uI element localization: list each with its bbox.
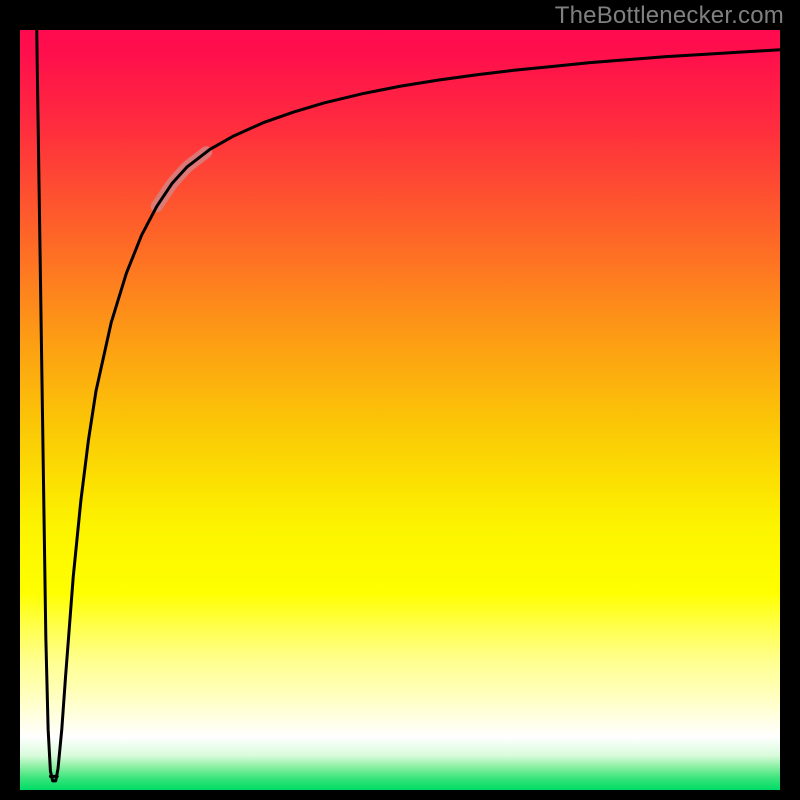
bottleneck-chart [0,0,800,800]
watermark-text: TheBottlenecker.com [555,2,784,30]
plot-background-gradient [20,30,780,790]
